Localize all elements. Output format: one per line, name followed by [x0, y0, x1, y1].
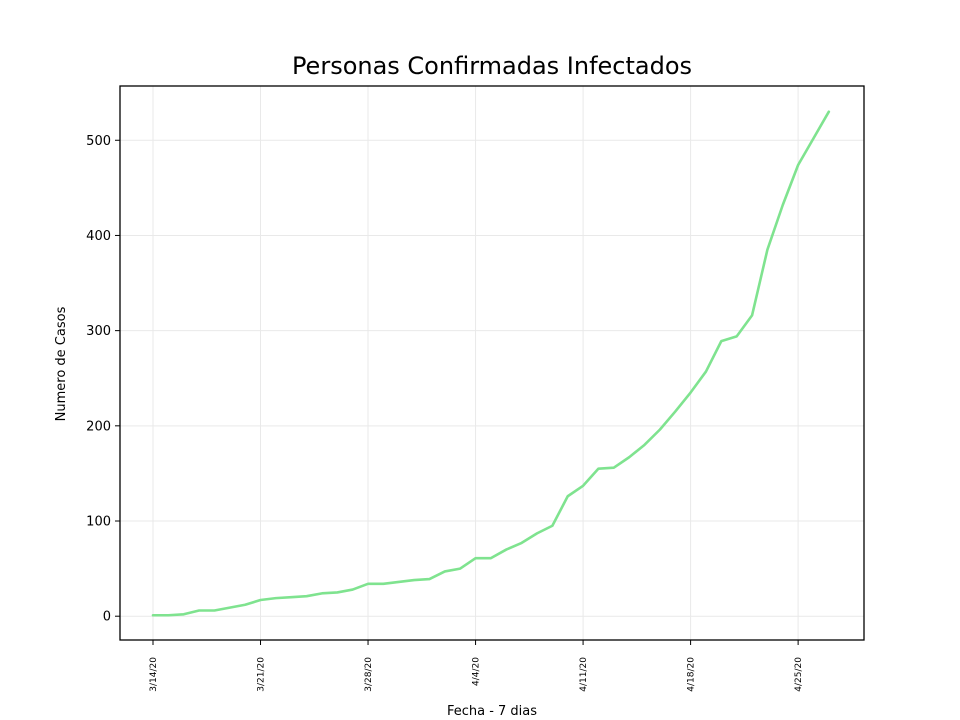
y-tick-label: 500: [86, 134, 111, 149]
x-tick-label: 4/11/20: [579, 657, 589, 692]
x-tick-label: 3/21/20: [257, 657, 267, 692]
x-tick-label: 4/4/20: [472, 657, 482, 686]
x-tick-label: 4/18/20: [687, 657, 697, 692]
x-axis-label: Fecha - 7 dias: [447, 704, 537, 719]
y-axis: 0 100 200 300 400 500: [86, 134, 120, 625]
series-line: [151, 110, 831, 617]
x-axis: 3/14/20 3/21/20 3/28/20 4/4/20 4/11/20 4/18/2…: [149, 640, 804, 692]
axes-frame: [119, 85, 865, 641]
y-tick-label: 200: [86, 419, 111, 434]
grid-lines: [120, 86, 864, 640]
x-tick-label: 4/25/20: [794, 657, 804, 692]
x-tick-label: 3/28/20: [364, 657, 374, 692]
plot-area: [151, 110, 831, 617]
y-axis-label: Numero de Casos: [54, 306, 69, 421]
y-tick-label: 400: [86, 229, 111, 244]
y-tick-label: 100: [86, 515, 111, 530]
chart-title: Personas Confirmadas Infectados: [292, 52, 692, 80]
x-tick-label: 3/14/20: [149, 657, 159, 692]
y-tick-label: 0: [103, 610, 111, 625]
y-tick-label: 300: [86, 324, 111, 339]
